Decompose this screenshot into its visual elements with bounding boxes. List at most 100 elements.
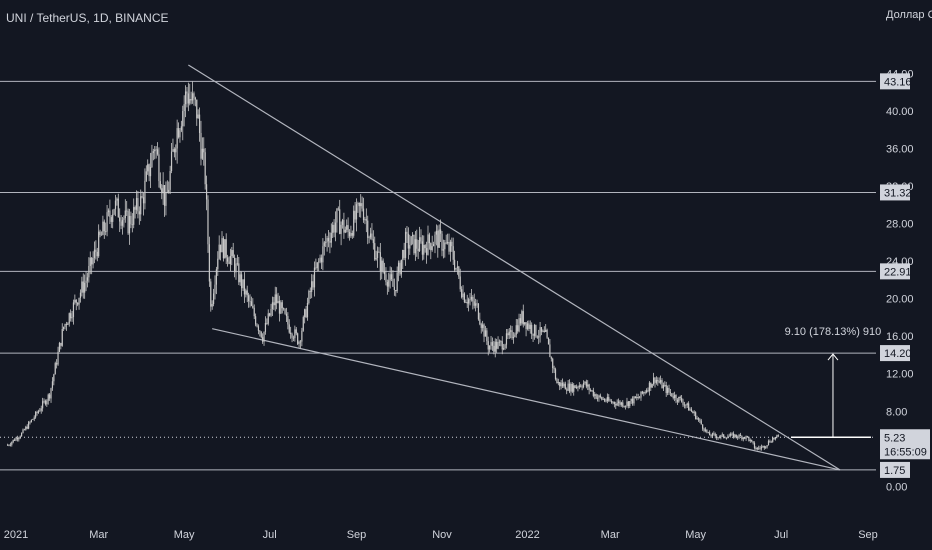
candle-body xyxy=(704,429,707,431)
level-badge-bg xyxy=(880,345,910,362)
candle-body xyxy=(762,445,764,447)
candle-body xyxy=(500,341,502,343)
candle-body xyxy=(494,341,496,352)
candle-body xyxy=(615,404,617,406)
candle-body xyxy=(96,251,98,257)
candle-body xyxy=(259,330,261,332)
candle-body xyxy=(274,294,276,306)
candle-body xyxy=(452,246,454,260)
candle-body xyxy=(731,433,733,435)
x-tick-label: 2022 xyxy=(515,529,539,541)
candle-body xyxy=(505,333,508,345)
candle-body xyxy=(37,411,40,413)
candle-body xyxy=(473,301,475,306)
price-axis[interactable]: 0.004.008.0012.0016.0020.0024.0028.0032.… xyxy=(880,68,930,493)
x-tick-label: Jul xyxy=(263,529,277,541)
candle-body xyxy=(496,341,498,349)
candle-body xyxy=(441,233,443,251)
candle-body xyxy=(6,445,9,446)
candle-body xyxy=(539,327,541,337)
candle-body xyxy=(30,419,33,422)
candle-body xyxy=(563,383,565,387)
candle-body xyxy=(633,396,635,404)
candle-body xyxy=(651,384,653,388)
candle-body xyxy=(679,396,681,399)
candle-body xyxy=(372,239,374,244)
candle-body xyxy=(257,326,260,331)
x-tick-label: Sep xyxy=(347,529,367,541)
candle-body xyxy=(580,385,582,387)
candle-body xyxy=(365,219,367,221)
measure-tool[interactable]: 9.10 (178.13%) 910 xyxy=(785,326,882,439)
candle-body xyxy=(744,437,746,439)
candle-body xyxy=(531,324,533,334)
candle-body xyxy=(466,302,468,304)
candle-body xyxy=(703,428,705,431)
candle-body xyxy=(255,316,257,325)
candle-body xyxy=(229,256,232,264)
candle-body xyxy=(228,261,230,264)
x-tick-label: Nov xyxy=(432,529,452,541)
candle-body xyxy=(353,210,355,236)
measure-label: 9.10 (178.13%) 910 xyxy=(785,326,882,338)
candle-body xyxy=(470,296,473,300)
candle-body xyxy=(89,257,91,267)
candle-body xyxy=(657,380,659,382)
candle-body xyxy=(609,400,611,402)
candle-body xyxy=(308,291,310,303)
candle-body xyxy=(47,394,49,401)
candle-body xyxy=(85,280,87,283)
level-badge: 43.16 xyxy=(884,76,912,88)
candle-body xyxy=(596,397,599,399)
candle-body xyxy=(493,345,495,352)
candle-body xyxy=(221,238,223,253)
candle-body xyxy=(99,231,101,236)
candle-body xyxy=(313,267,316,288)
candle-body xyxy=(193,93,195,98)
candle-body xyxy=(309,291,311,292)
candle-body xyxy=(620,402,622,405)
candle-body xyxy=(184,91,187,105)
candle-body xyxy=(61,329,63,346)
candle-body xyxy=(263,331,265,342)
candle-body xyxy=(110,217,112,222)
x-tick-label: May xyxy=(685,529,706,541)
candle-body xyxy=(355,204,358,220)
candle-body xyxy=(532,333,534,336)
candle-body xyxy=(645,390,648,393)
candle-body xyxy=(503,348,505,350)
candle-body xyxy=(463,293,466,303)
candle-body xyxy=(543,330,545,332)
candle-body xyxy=(53,374,55,382)
candle-body xyxy=(225,239,227,258)
candle-body xyxy=(560,382,562,387)
candle-body xyxy=(487,341,489,350)
candle-body xyxy=(376,251,379,258)
candles xyxy=(6,81,779,451)
time-axis[interactable]: 2021 Mar May Jul Sep Nov 2022 Mar May Jul Sep xyxy=(4,529,878,541)
candle-body xyxy=(581,386,583,388)
candle-body xyxy=(655,380,658,383)
candle-body xyxy=(92,257,94,265)
candle-body xyxy=(11,442,13,445)
candle-body xyxy=(211,304,213,307)
candle-body xyxy=(201,148,203,159)
candle-body xyxy=(448,242,450,252)
candle-body xyxy=(682,401,684,405)
candle-body xyxy=(725,437,728,439)
candle-body xyxy=(253,307,255,317)
candle-body xyxy=(232,250,234,258)
candle-body xyxy=(434,234,436,245)
candle-body xyxy=(82,281,84,293)
candle-body xyxy=(242,279,244,289)
candle-body xyxy=(294,329,296,339)
candle-body xyxy=(727,436,729,439)
candle-body xyxy=(477,303,480,320)
level-badge-bg xyxy=(880,184,910,201)
candle-body xyxy=(431,246,433,251)
candle-body xyxy=(147,164,149,172)
candle-body xyxy=(354,210,356,220)
candle-body xyxy=(686,403,688,406)
horizontal-levels xyxy=(0,80,876,471)
